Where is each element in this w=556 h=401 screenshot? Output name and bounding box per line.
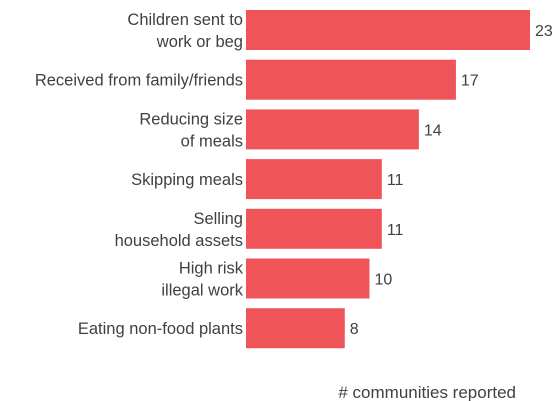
bar-5	[246, 258, 370, 299]
category-label-5-line-0: High risk	[179, 260, 244, 278]
category-labels: Children sent to work or beg Received from…	[35, 11, 244, 338]
category-label-6-line-0: Eating non-food plants	[78, 320, 243, 338]
bar-1	[246, 59, 456, 100]
bar-4	[246, 208, 382, 249]
value-label-2: 14	[424, 122, 442, 139]
bar-2	[246, 109, 419, 150]
bar-6	[246, 308, 345, 349]
value-label-5: 10	[374, 272, 392, 289]
category-label-1-line-0: Received from family/friends	[35, 72, 243, 90]
value-label-6: 8	[350, 321, 359, 338]
value-label-4: 11	[387, 222, 404, 239]
category-label-3-line-0: Skipping meals	[131, 171, 243, 189]
category-label-4-line-0: Selling	[193, 210, 243, 228]
value-labels: 23 17 14 11 11 10 8	[350, 23, 553, 338]
bar-3	[246, 159, 382, 200]
value-label-1: 17	[461, 73, 479, 90]
value-label-3: 11	[387, 172, 404, 189]
bar-0	[246, 10, 530, 50]
category-label-0-line-1: work or beg	[156, 33, 243, 51]
category-label-2-line-1: of meals	[181, 132, 243, 150]
category-label-0-line-0: Children sent to	[127, 11, 243, 29]
bars-group	[246, 10, 530, 349]
value-label-0: 23	[535, 23, 553, 40]
category-label-4-line-1: household assets	[115, 232, 243, 250]
x-axis-title: # communities reported	[338, 383, 516, 401]
category-label-2-line-0: Reducing size	[139, 110, 243, 128]
category-label-5-line-1: illegal work	[161, 282, 243, 300]
